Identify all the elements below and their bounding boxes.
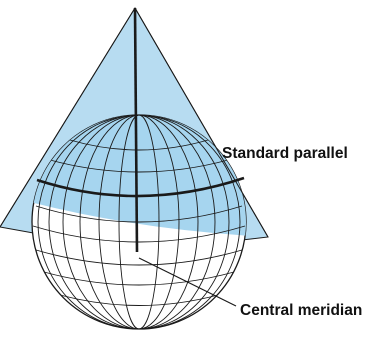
meridian-line: [79, 115, 199, 329]
meridian-line: [48, 115, 230, 329]
meridian-line: [62, 115, 216, 329]
parallel-line: [49, 159, 229, 173]
parallel-line: [59, 294, 219, 306]
parallel-line: [35, 205, 243, 223]
central-meridian-line: [133, 7, 139, 253]
cone-edge-right: [134, 7, 269, 238]
parallel-line: [32, 225, 246, 243]
parallel-line: [69, 139, 209, 151]
cone-edge-left: [0, 7, 136, 228]
graticule: [32, 115, 246, 329]
meridian-line: [37, 115, 241, 329]
standard-parallel-line: [36, 176, 245, 198]
parallel-line: [43, 271, 235, 286]
parallel-line: [35, 249, 243, 266]
standard-parallel-label: Standard parallel: [222, 145, 348, 162]
meridian-line: [98, 115, 180, 329]
meridian-line: [118, 115, 160, 329]
central-meridian-label: Central meridian: [240, 302, 362, 319]
central-meridian-leader: [138, 257, 237, 307]
